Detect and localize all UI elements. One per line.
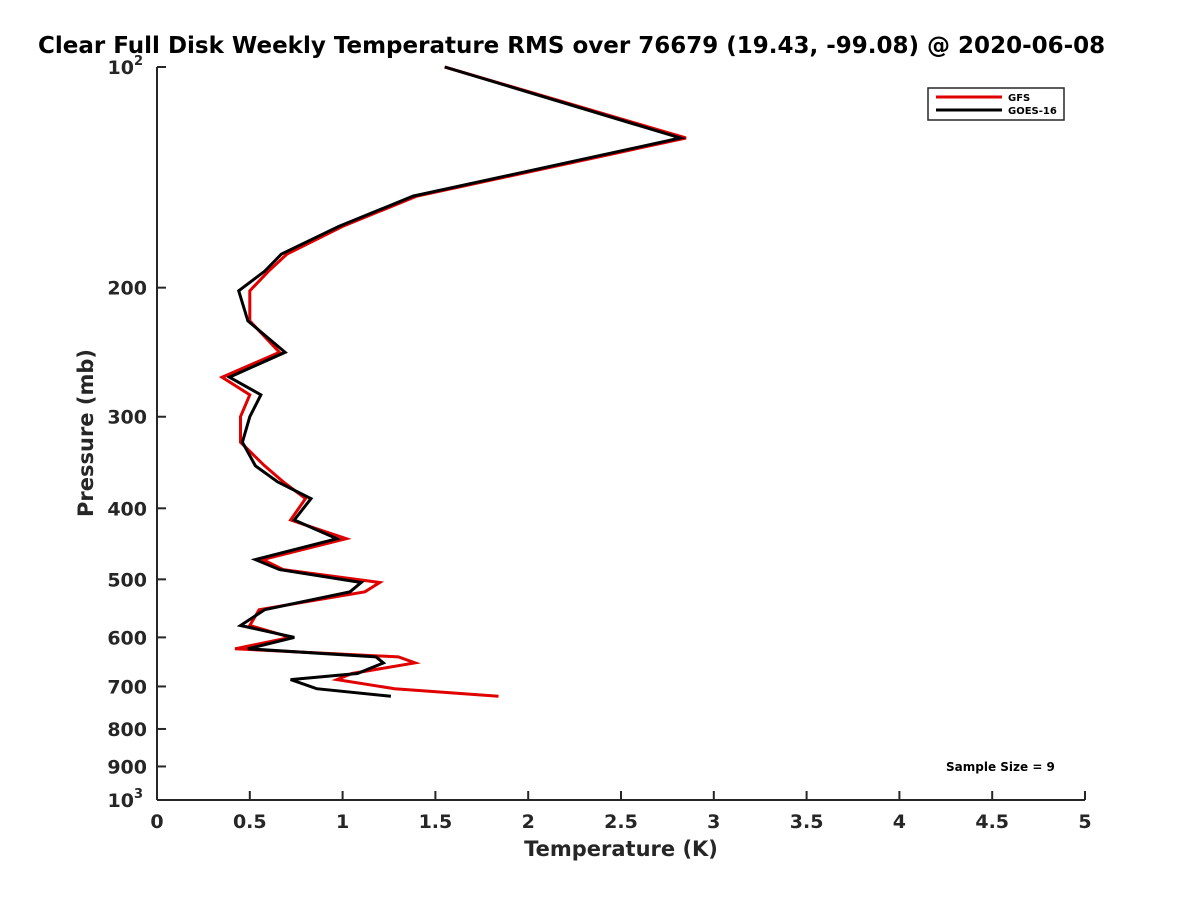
y-tick-label: 400 [107, 498, 147, 520]
y-tick-label: 103 [108, 787, 144, 812]
y-tick-label: 200 [107, 278, 147, 300]
series-lines [218, 65, 687, 698]
y-tick-label: 500 [107, 569, 147, 591]
legend-label: GOES-16 [1008, 106, 1057, 117]
x-tick-label: 2.5 [604, 811, 638, 833]
x-axis-label: Temperature (K) [524, 837, 718, 861]
y-axis-label: Pressure (mb) [74, 349, 98, 517]
axes [156, 67, 1085, 801]
x-tick-label: 1 [336, 811, 349, 833]
x-tick-label: 4 [893, 811, 906, 833]
y-tick-label: 300 [107, 407, 147, 429]
legend: GFS GOES-16 [927, 87, 1065, 121]
series-line-goes-16 [226, 65, 687, 698]
x-tick-label: 0 [150, 811, 163, 833]
y-tick-label: 102 [108, 54, 144, 79]
x-axis-ticks: 0 0.5 1 1.5 2 2.5 3 3.5 4 4.5 5 [150, 791, 1092, 833]
series-line-gfs [218, 65, 687, 698]
x-tick-label: 0.5 [233, 811, 267, 833]
x-tick-label: 2 [522, 811, 535, 833]
sample-size-annotation: Sample Size = 9 [946, 760, 1055, 774]
y-tick-label: 900 [107, 756, 147, 778]
y-tick-label: 600 [107, 627, 147, 649]
x-tick-label: 3 [707, 811, 720, 833]
x-tick-label: 5 [1078, 811, 1091, 833]
legend-box [927, 87, 1065, 121]
y-tick-label: 800 [107, 719, 147, 741]
x-tick-label: 4.5 [975, 811, 1009, 833]
x-tick-label: 3.5 [790, 811, 824, 833]
x-tick-label: 1.5 [419, 811, 453, 833]
chart-title: Clear Full Disk Weekly Temperature RMS o… [38, 33, 1105, 59]
legend-label: GFS [1008, 93, 1030, 104]
y-tick-label: 700 [107, 676, 147, 698]
y-axis-ticks: 102 200 300 400 500 600 700 800 900 103 [107, 54, 166, 812]
